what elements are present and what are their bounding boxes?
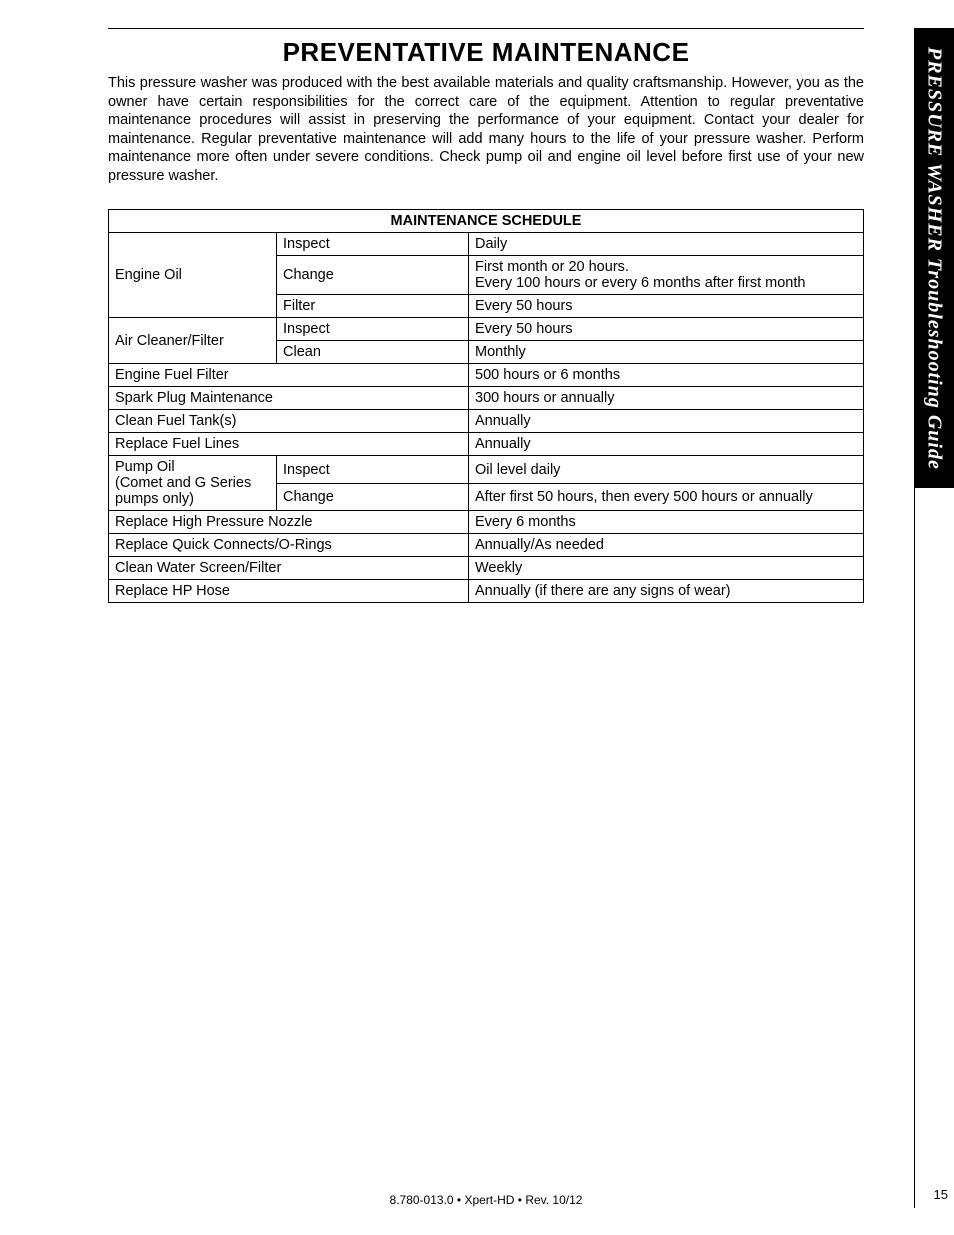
cell-item: Engine Oil bbox=[109, 233, 277, 318]
cell-item: Clean Fuel Tank(s) bbox=[109, 410, 469, 433]
table-row: Pump Oil (Comet and G Series pumps only)… bbox=[109, 456, 864, 484]
table-row: Air Cleaner/Filter Inspect Every 50 hour… bbox=[109, 318, 864, 341]
side-tab: PRESSURE WASHER Troubleshooting Guide 15 bbox=[914, 28, 954, 1208]
cell-interval: First month or 20 hours. Every 100 hours… bbox=[469, 256, 864, 295]
cell-interval: Annually/As needed bbox=[469, 534, 864, 557]
side-tab-label-box: PRESSURE WASHER Troubleshooting Guide bbox=[914, 28, 954, 488]
cell-item: Air Cleaner/Filter bbox=[109, 318, 277, 364]
side-tab-lower: 15 bbox=[914, 488, 954, 1208]
page-title: PREVENTATIVE MAINTENANCE bbox=[108, 37, 864, 68]
table-row: Replace High Pressure Nozzle Every 6 mon… bbox=[109, 511, 864, 534]
table-row: Clean Water Screen/Filter Weekly bbox=[109, 557, 864, 580]
cell-interval: Daily bbox=[469, 233, 864, 256]
cell-interval: 500 hours or 6 months bbox=[469, 364, 864, 387]
cell-interval: Annually bbox=[469, 433, 864, 456]
table-header: MAINTENANCE SCHEDULE bbox=[109, 210, 864, 233]
cell-interval: Every 50 hours bbox=[469, 295, 864, 318]
top-rule bbox=[108, 28, 864, 29]
cell-action: Inspect bbox=[277, 233, 469, 256]
cell-interval: Annually (if there are any signs of wear… bbox=[469, 580, 864, 603]
cell-interval: Oil level daily bbox=[469, 456, 864, 484]
cell-action: Change bbox=[277, 483, 469, 511]
cell-action: Inspect bbox=[277, 318, 469, 341]
cell-interval: Annually bbox=[469, 410, 864, 433]
cell-interval: 300 hours or annually bbox=[469, 387, 864, 410]
table-header-row: MAINTENANCE SCHEDULE bbox=[109, 210, 864, 233]
cell-interval: Every 6 months bbox=[469, 511, 864, 534]
side-tab-label: PRESSURE WASHER Troubleshooting Guide bbox=[923, 47, 946, 470]
table-row: Engine Oil Inspect Daily bbox=[109, 233, 864, 256]
cell-interval: Monthly bbox=[469, 341, 864, 364]
table-row: Replace Quick Connects/O-Rings Annually/… bbox=[109, 534, 864, 557]
table-row: Engine Fuel Filter 500 hours or 6 months bbox=[109, 364, 864, 387]
cell-item: Engine Fuel Filter bbox=[109, 364, 469, 387]
cell-action: Change bbox=[277, 256, 469, 295]
cell-item: Spark Plug Maintenance bbox=[109, 387, 469, 410]
cell-action: Filter bbox=[277, 295, 469, 318]
intro-paragraph: This pressure washer was produced with t… bbox=[108, 74, 864, 185]
cell-interval: Every 50 hours bbox=[469, 318, 864, 341]
cell-action: Inspect bbox=[277, 456, 469, 484]
cell-item: Pump Oil (Comet and G Series pumps only) bbox=[109, 456, 277, 511]
table-row: Clean Fuel Tank(s) Annually bbox=[109, 410, 864, 433]
maintenance-schedule-table: MAINTENANCE SCHEDULE Engine Oil Inspect … bbox=[108, 209, 864, 603]
cell-item: Replace Quick Connects/O-Rings bbox=[109, 534, 469, 557]
cell-item: Replace High Pressure Nozzle bbox=[109, 511, 469, 534]
cell-interval: After first 50 hours, then every 500 hou… bbox=[469, 483, 864, 511]
cell-item: Replace Fuel Lines bbox=[109, 433, 469, 456]
table-row: Replace HP Hose Annually (if there are a… bbox=[109, 580, 864, 603]
page-number: 15 bbox=[934, 1187, 948, 1202]
cell-item: Clean Water Screen/Filter bbox=[109, 557, 469, 580]
cell-item: Replace HP Hose bbox=[109, 580, 469, 603]
table-row: Replace Fuel Lines Annually bbox=[109, 433, 864, 456]
footer-text: 8.780-013.0 • Xpert-HD • Rev. 10/12 bbox=[108, 1193, 864, 1207]
cell-interval: Weekly bbox=[469, 557, 864, 580]
table-row: Spark Plug Maintenance 300 hours or annu… bbox=[109, 387, 864, 410]
cell-action: Clean bbox=[277, 341, 469, 364]
